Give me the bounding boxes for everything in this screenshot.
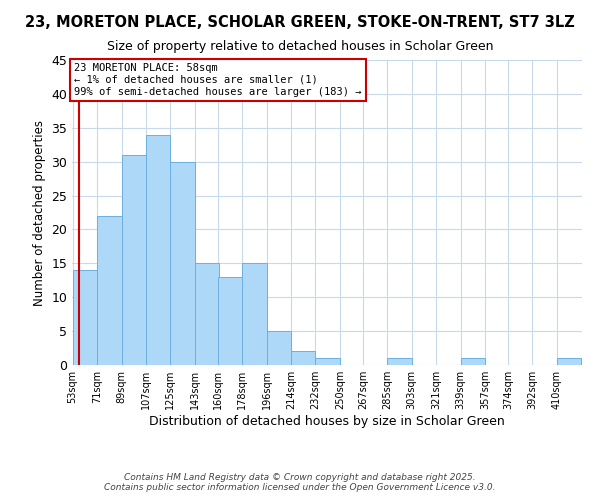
Text: 23, MORETON PLACE, SCHOLAR GREEN, STOKE-ON-TRENT, ST7 3LZ: 23, MORETON PLACE, SCHOLAR GREEN, STOKE-… (25, 15, 575, 30)
Bar (388, 358, 412, 365)
Bar (557, 358, 581, 365)
Y-axis label: Number of detached properties: Number of detached properties (33, 120, 46, 306)
Bar (218, 277, 242, 365)
Bar (170, 162, 195, 365)
Text: Contains HM Land Registry data © Crown copyright and database right 2025.
Contai: Contains HM Land Registry data © Crown c… (104, 473, 496, 492)
Bar (122, 155, 146, 365)
X-axis label: Distribution of detached houses by size in Scholar Green: Distribution of detached houses by size … (149, 415, 505, 428)
Bar (97, 216, 122, 365)
Bar (291, 352, 316, 365)
Bar (266, 331, 291, 365)
Bar (195, 264, 219, 365)
Bar (146, 134, 170, 365)
Bar (73, 270, 97, 365)
Text: Size of property relative to detached houses in Scholar Green: Size of property relative to detached ho… (107, 40, 493, 53)
Text: 23 MORETON PLACE: 58sqm
← 1% of detached houses are smaller (1)
99% of semi-deta: 23 MORETON PLACE: 58sqm ← 1% of detached… (74, 64, 362, 96)
Bar (242, 264, 266, 365)
Bar (316, 358, 340, 365)
Bar (461, 358, 485, 365)
